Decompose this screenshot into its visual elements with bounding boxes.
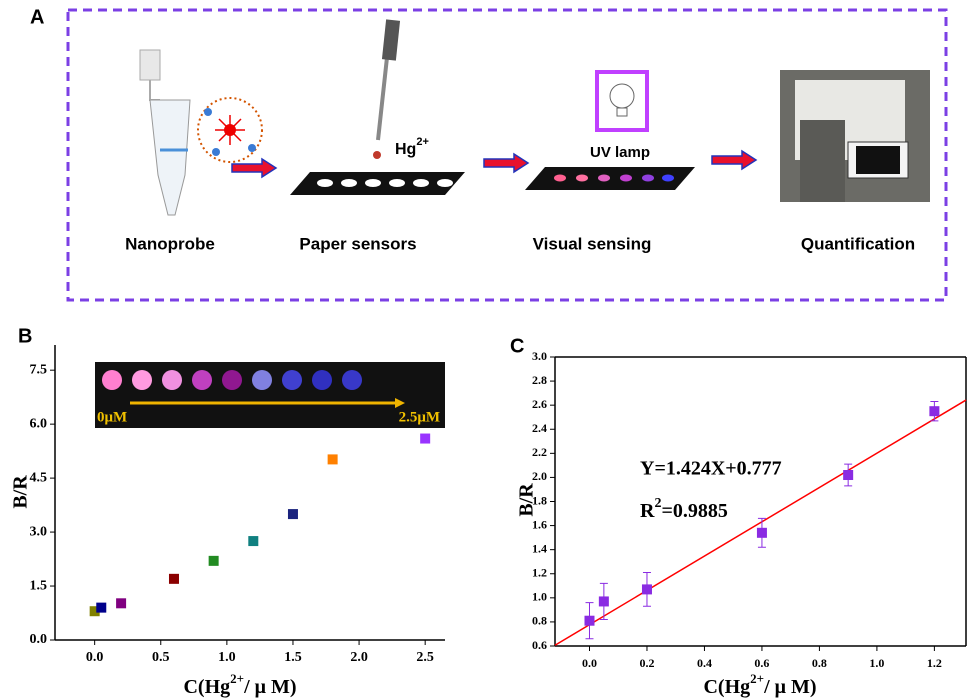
y-tick-label: 0.8 bbox=[532, 614, 547, 628]
paper-illustration bbox=[290, 19, 465, 195]
point bbox=[168, 573, 179, 584]
y-tick-label: 1.2 bbox=[532, 566, 547, 580]
inset bbox=[95, 362, 445, 428]
point bbox=[598, 596, 609, 607]
x-axis-label: C(Hg2+/ μ M) bbox=[183, 671, 296, 698]
y-tick-label: 6.0 bbox=[30, 416, 48, 431]
y-tick-label: 2.2 bbox=[532, 445, 547, 459]
point bbox=[420, 433, 431, 444]
x-tick-label: 2.0 bbox=[350, 650, 368, 665]
inset-label: 0μM bbox=[97, 409, 127, 425]
x-label-part: C(Hg bbox=[703, 676, 750, 698]
point bbox=[584, 615, 595, 626]
step-label: Paper sensors bbox=[299, 234, 416, 253]
y-tick-label: 4.5 bbox=[30, 470, 48, 485]
x-tick-label: 0.8 bbox=[812, 656, 827, 670]
hg-label: Hg2+ bbox=[395, 136, 429, 158]
x-label-part: / μ M) bbox=[243, 676, 296, 698]
step-label: Quantification bbox=[801, 234, 915, 253]
point bbox=[756, 527, 767, 538]
x-tick-label: 1.0 bbox=[869, 656, 884, 670]
x-tick-label: 0.0 bbox=[582, 656, 597, 670]
y-tick-label: 1.0 bbox=[532, 590, 547, 604]
y-tick-label: 3.0 bbox=[532, 349, 547, 363]
y-tick-label: 0.6 bbox=[532, 638, 547, 652]
x-tick-label: 0.5 bbox=[152, 650, 170, 665]
y-tick-label: 3.0 bbox=[30, 524, 48, 539]
x-tick-label: 0.2 bbox=[639, 656, 654, 670]
point bbox=[843, 470, 854, 481]
panel-label: A bbox=[30, 6, 44, 28]
y-tick-label: 1.4 bbox=[532, 541, 547, 555]
x-tick-label: 1.2 bbox=[927, 656, 942, 670]
x-label-sup: 2+ bbox=[750, 671, 764, 686]
lamp-illustration bbox=[525, 70, 695, 190]
x-axis-label: C(Hg2+/ μ M) bbox=[703, 671, 816, 698]
point bbox=[327, 454, 338, 465]
inset-label: 2.5μM bbox=[399, 409, 440, 425]
y-tick-label: 2.8 bbox=[532, 373, 547, 387]
point bbox=[208, 555, 219, 566]
point bbox=[641, 584, 652, 595]
x-tick-label: 0.0 bbox=[86, 650, 104, 665]
panel-label: B bbox=[18, 325, 32, 347]
panel-label: C bbox=[510, 335, 524, 357]
x-label-part: / μ M) bbox=[763, 676, 816, 698]
y-axis-label: B/R bbox=[516, 483, 538, 517]
y-axis-label: B/R bbox=[10, 475, 32, 509]
y-tick-label: 2.6 bbox=[532, 397, 547, 411]
lamp-label: UV lamp bbox=[590, 144, 650, 161]
x-tick-label: 1.0 bbox=[218, 650, 236, 665]
y-tick-label: 1.5 bbox=[30, 578, 48, 593]
frame bbox=[66, 8, 948, 302]
point bbox=[929, 406, 940, 417]
point bbox=[89, 606, 100, 617]
point bbox=[287, 509, 298, 520]
point bbox=[96, 602, 107, 613]
y-tick-label: 1.6 bbox=[532, 517, 547, 531]
x-tick-label: 2.5 bbox=[416, 650, 434, 665]
x-tick-label: 0.4 bbox=[697, 656, 712, 670]
r-squared: R2=0.9885 bbox=[640, 496, 728, 521]
arrows bbox=[231, 149, 758, 179]
tube-illustration bbox=[139, 49, 263, 216]
point bbox=[116, 598, 127, 609]
x-tick-label: 1.5 bbox=[284, 650, 302, 665]
photo bbox=[780, 70, 930, 202]
x-tick-label: 0.6 bbox=[754, 656, 769, 670]
y-tick-label: 1.8 bbox=[532, 493, 547, 507]
step-label: Visual sensing bbox=[533, 234, 652, 253]
x-label-sup: 2+ bbox=[230, 671, 244, 686]
y-tick-label: 2.4 bbox=[532, 421, 547, 435]
x-label-part: C(Hg bbox=[183, 676, 230, 698]
point bbox=[248, 536, 259, 547]
equation: Y=1.424X+0.777 bbox=[640, 458, 782, 480]
y-tick-label: 0.0 bbox=[30, 632, 48, 647]
step-label: Nanoprobe bbox=[125, 234, 215, 253]
y-tick-label: 2.0 bbox=[532, 469, 547, 483]
y-tick-label: 7.5 bbox=[30, 362, 48, 377]
fit-line bbox=[554, 399, 967, 646]
